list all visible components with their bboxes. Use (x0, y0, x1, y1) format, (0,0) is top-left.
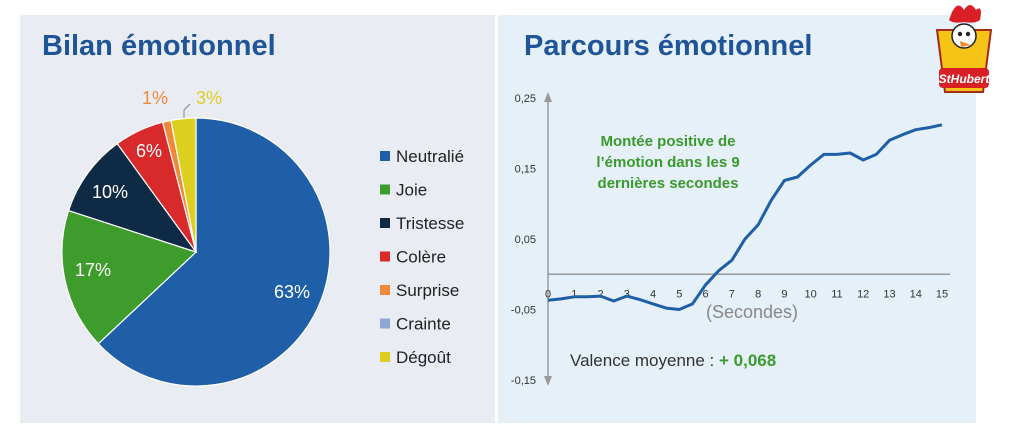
x-tick-label: 13 (883, 288, 895, 300)
rooster-beak-icon (960, 41, 971, 47)
legend-label-tristesse: Tristesse (396, 214, 464, 233)
legend-label-degout: Dégoût (396, 348, 451, 367)
x-tick-label: 5 (676, 288, 682, 300)
x-tick-label: 0 (545, 288, 551, 300)
annotation-line: l’émotion dans les 9 (596, 154, 739, 171)
pie-data-label-degout: 3% (196, 88, 222, 108)
logo-text-banner (939, 68, 989, 88)
x-tick-label: 2 (597, 288, 603, 300)
pie-slice-degout (170, 117, 197, 253)
legend-label-surprise: Surprise (396, 281, 459, 300)
x-tick-label: 12 (857, 288, 869, 300)
rooster-eye-left-icon (957, 31, 963, 37)
series-line (547, 123, 943, 311)
rooster-head-icon (951, 23, 977, 49)
y-axis-arrow-down-icon (544, 376, 552, 386)
x-tick-label: 15 (936, 288, 948, 300)
y-tick-label: 0,15 (515, 164, 536, 176)
x-tick-label: 14 (910, 288, 922, 300)
legend-swatch-surprise (380, 285, 390, 295)
legend-swatch-neutralie (380, 151, 390, 161)
x-tick-label: 8 (755, 288, 761, 300)
emotional-journey-panel (498, 15, 976, 423)
pie-chart-title: Bilan émotionnel (42, 30, 276, 62)
rooster-comb-icon (949, 5, 981, 23)
annotation-line: Montée positive de (600, 133, 735, 150)
pie-slice-neutralie (97, 117, 331, 387)
legend-swatch-colere (380, 251, 390, 262)
x-tick-label: 9 (781, 288, 787, 300)
legend-swatch-degout (380, 352, 390, 362)
line-chart-title: Parcours émotionnel (524, 30, 813, 62)
logo-wordmark: StHubert (939, 72, 991, 86)
pie-data-label-colere: 6% (136, 141, 162, 161)
legend-swatch-joie (380, 184, 390, 195)
y-axis-arrow-up-icon (544, 92, 552, 102)
x-axis-label: (Secondes) (706, 302, 798, 322)
average-valence-value: + 0,068 (719, 351, 776, 370)
line-chart: 0,250,150,05-0,05-0,150 1 2 3 4 5 6 7 8 9 10 11 12 13… (511, 92, 950, 387)
legend-label-crainte: Crainte (396, 315, 451, 334)
legend-label-neutralie: Neutralié (396, 147, 464, 166)
x-tick-label: 1 (571, 288, 577, 300)
pie-chart: 63% 17% 10% 6% 1% 3% (61, 88, 331, 387)
average-valence-readout: Valence moyenne : + 0,068 (570, 351, 776, 370)
pie-slice-joie (61, 209, 198, 345)
x-tick-label: 10 (805, 288, 817, 300)
pie-data-label-joie: 17% (75, 260, 111, 280)
x-tick-label: 7 (729, 288, 735, 300)
legend-swatch-tristesse (380, 218, 390, 228)
y-tick-label: -0,15 (511, 375, 536, 387)
annotation-line: dernières secondes (598, 175, 739, 192)
legend-label-joie: Joie (396, 181, 427, 200)
pie-data-label-neutralie: 63% (274, 282, 310, 302)
x-tick-label: 4 (650, 288, 656, 300)
legend-swatch-crainte (380, 318, 390, 329)
pie-data-label-tristesse: 10% (92, 182, 128, 202)
average-valence-label: Valence moyenne : (570, 351, 719, 370)
pie-leader-line (183, 103, 191, 118)
y-tick-label: -0,05 (511, 305, 536, 317)
x-tick-label: 3 (624, 288, 630, 300)
rooster-eye-right-icon (965, 31, 971, 37)
x-tick-label: 6 (703, 288, 709, 300)
pie-slice-tristesse (67, 142, 198, 254)
x-tick-label: 11 (831, 288, 842, 300)
pie-data-label-surprise: 1% (142, 88, 168, 108)
pie-legend: Neutralié Joie Tristesse Colère Surprise Crai… (380, 147, 464, 367)
legend-label-colere: Colère (396, 248, 446, 267)
y-tick-label: 0,25 (515, 93, 536, 105)
y-tick-label: 0,05 (515, 234, 536, 246)
sthubert-logo: StHubert (925, 0, 1003, 98)
